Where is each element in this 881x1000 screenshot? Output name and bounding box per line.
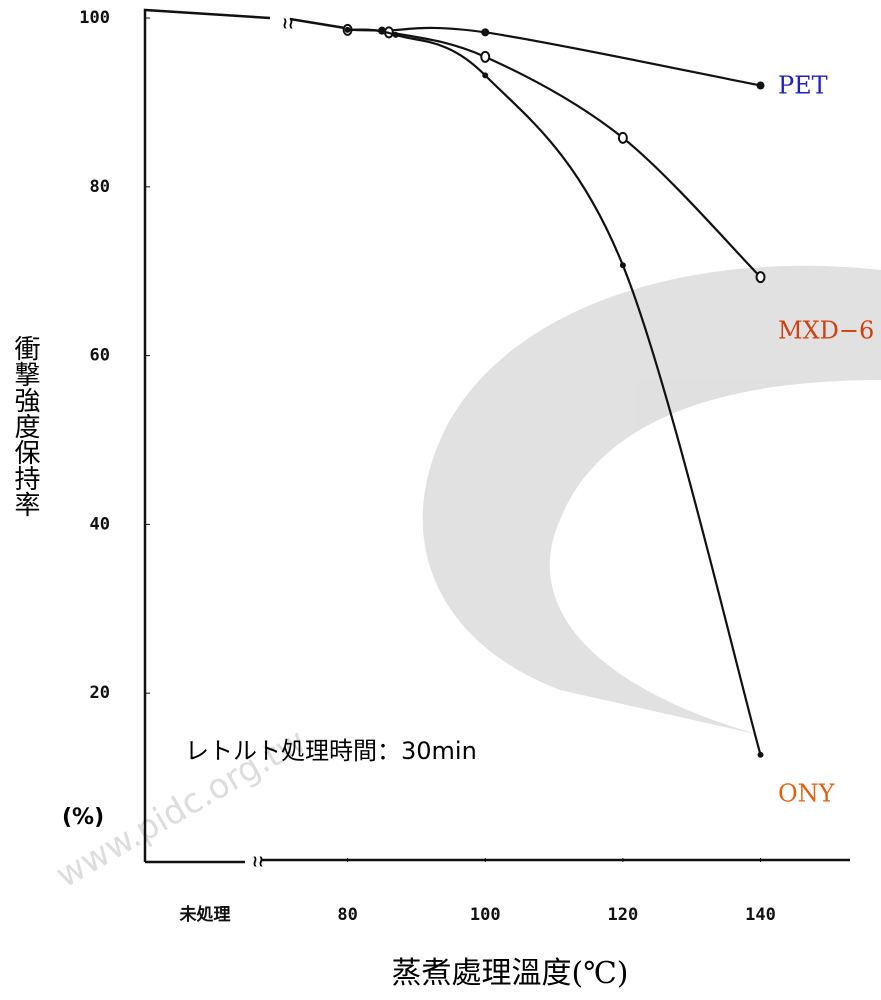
point [619,133,627,143]
axis-break: ≀≀ [282,14,294,33]
x-tick-label: 80 [337,905,357,925]
y-axis-title: 衝撃強度保持率 [10,335,40,517]
y-tick-label: 100 [79,8,110,28]
x-tick-label: 100 [470,905,501,925]
point [345,27,351,33]
point [481,28,489,36]
point [757,82,765,90]
y-tick-label: 20 [90,683,110,703]
line [348,30,761,278]
y-tick-label: 80 [90,177,110,197]
point [481,52,489,62]
y-unit: (%) [62,805,104,830]
axis-break: ≀≀ [252,852,264,871]
page: {"chart_data": {"type": "line", "y_label… [0,0,881,1000]
x-tick-label: 140 [745,905,776,925]
point [393,32,399,38]
y-tick-label: 60 [90,346,110,366]
x-tick-label: 未処理 [179,904,231,925]
annotation: レトルト処理時間：30min [185,737,477,765]
y-tick-label: 40 [90,514,110,534]
legend-label: MXD−6 [778,317,874,345]
point [620,262,626,268]
x-axis [145,860,850,862]
legend-label: PET [778,72,828,100]
x-axis-title: 蒸煮處理溫度(℃) [392,956,629,991]
axis-lines [145,10,345,862]
svg-text:PID: PID [687,439,881,580]
point [757,272,765,282]
x-tick-label: 120 [608,905,639,925]
point [482,72,488,78]
point [758,752,764,758]
chart: PID www.pidc.org.tw ≀≀ ≀≀ 未処理 (%) レトルト処理… [0,0,881,1000]
legend-label: ONY [778,780,836,808]
